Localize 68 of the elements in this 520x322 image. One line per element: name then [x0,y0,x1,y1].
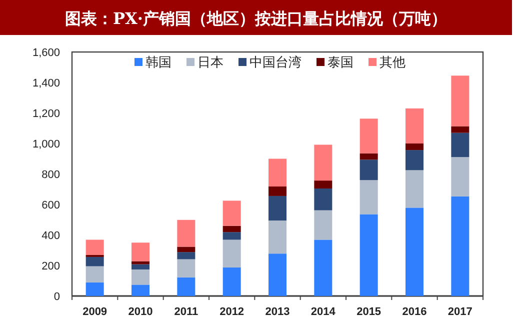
legend-label: 日本 [198,54,224,70]
bar [268,254,286,296]
bar [360,214,378,296]
bar [222,232,241,240]
x-tick-label: 2015 [356,306,382,318]
y-tick-label: 1,400 [32,78,60,90]
bar [268,186,286,196]
y-tick-label: 1,000 [32,138,60,150]
x-tick-label: 2011 [174,306,198,318]
bar [177,277,196,296]
bar [177,246,196,252]
bar [132,284,150,296]
bar [132,261,150,264]
bar [314,210,332,240]
bar [314,240,332,296]
bar [222,226,241,232]
bar [406,108,424,144]
x-tick-label: 2016 [402,306,427,318]
bar [314,188,332,210]
bar [268,158,286,187]
bar [86,240,104,255]
bar [132,264,150,270]
bar [222,240,241,268]
x-tick-label: 2012 [220,306,244,318]
bar [451,157,470,196]
bar [406,150,424,170]
bar [451,196,470,296]
chart-title: 图表：PX·产销国（地区）按进口量占比情况（万吨） [64,9,448,28]
y-tick-label: 400 [42,230,60,242]
bar [314,144,332,181]
bar [406,170,424,208]
bar [177,220,196,247]
bar [177,259,196,278]
bar [222,267,241,296]
bar [406,208,424,296]
x-tick-label: 2014 [310,306,336,318]
bar [132,242,150,262]
bar [222,200,241,226]
legend-label: 泰国 [328,54,354,70]
x-tick-label: 2010 [128,306,153,318]
bar [360,160,378,180]
bar [451,76,470,126]
x-tick-label: 2017 [448,306,472,318]
bar [406,144,424,150]
bar [360,153,378,160]
y-tick-label: 1,600 [32,47,60,59]
bar [451,126,470,133]
bar [86,256,104,266]
bar [132,269,150,285]
bar [268,196,286,221]
y-tick-label: 1,200 [32,108,60,120]
bar [314,180,332,188]
x-tick-label: 2009 [82,306,108,318]
y-tick-label: 0 [54,291,60,303]
x-tick-label: 2013 [265,306,290,318]
bar [177,252,196,260]
y-tick-label: 200 [42,260,60,272]
bar [268,220,286,254]
bar [86,266,104,282]
bar [86,282,104,296]
legend-label: 其他 [380,54,406,70]
bar [360,118,378,154]
bar [360,180,378,214]
legend-label: 中国台湾 [250,54,302,70]
y-tick-label: 800 [42,169,60,181]
bar [451,132,470,158]
legend-label: 韩国 [146,54,172,70]
y-tick-label: 600 [42,200,60,212]
